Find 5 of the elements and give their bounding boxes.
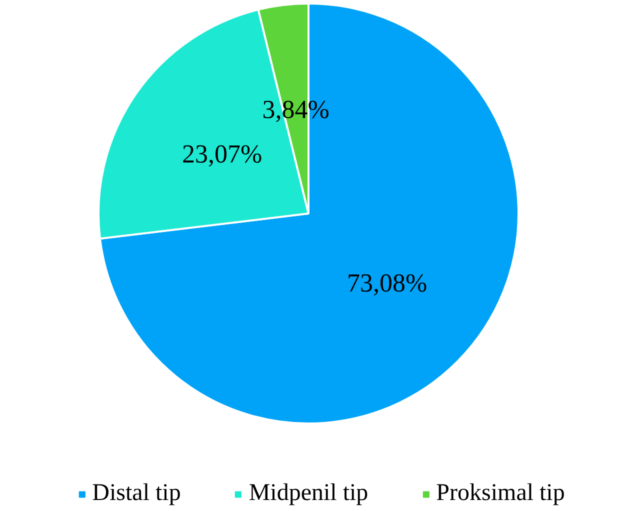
legend-label: Distal tip [92,480,181,507]
data-label: 73,08% [346,268,428,298]
data-label: 23,07% [182,139,262,168]
legend-label: Proksimal tip [436,480,565,507]
legend-label: Midpenil tip [248,480,368,507]
